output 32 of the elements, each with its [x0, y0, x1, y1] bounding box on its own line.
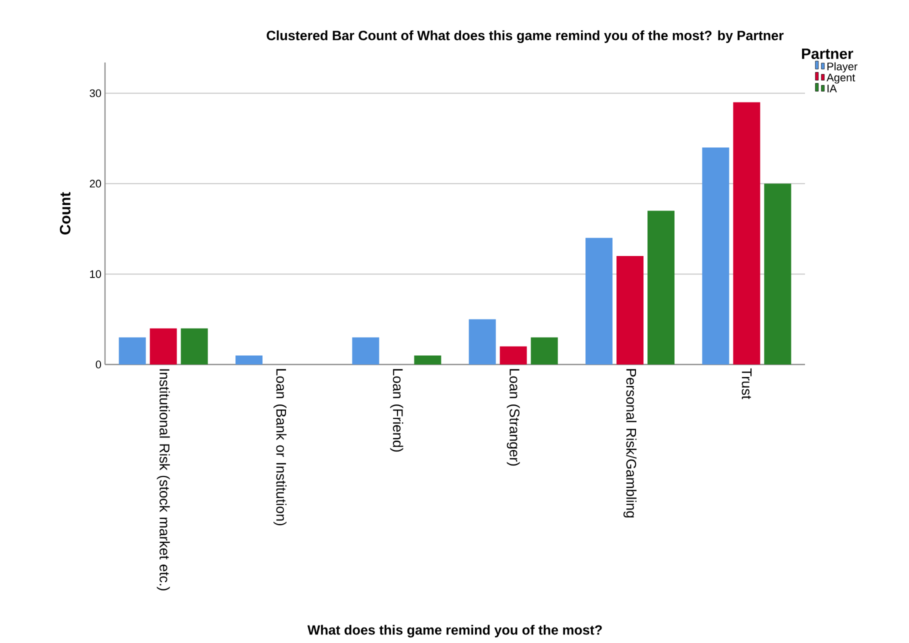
bar [118, 337, 146, 364]
legend-label: Agent [826, 74, 856, 84]
bar [468, 319, 496, 364]
bar [702, 147, 730, 364]
y-tick-label: 20 [90, 180, 102, 188]
bar [733, 102, 760, 364]
y-tick-label: 0 [96, 360, 102, 368]
x-tick-label: Loan (Bank or Institution) [274, 369, 287, 526]
bar [352, 337, 380, 364]
bar [180, 328, 208, 364]
bar [764, 184, 792, 364]
y-tick-label: 10 [90, 270, 102, 278]
bar [586, 238, 613, 364]
y-axis-title: Count [60, 192, 70, 234]
bar [236, 355, 263, 364]
legend-label: Player [827, 62, 858, 73]
x-axis-title: What does this game remind you of the most? [307, 624, 602, 638]
legend-label: IA [828, 84, 837, 92]
x-tick-label: Loan (Friend) [390, 369, 404, 452]
x-tick-label: Trust [742, 368, 752, 400]
legend-title: Partner [802, 48, 854, 59]
chart-title: Clustered Bar Count of What does this game remind you of the most? by Partner [266, 30, 784, 43]
y-tick-label: 30 [90, 89, 102, 98]
x-tick-label: Personal Risk/Gambling [624, 369, 637, 518]
x-tick-label: Loan (Stranger) [506, 369, 520, 466]
bar [414, 355, 442, 364]
bar [648, 210, 675, 364]
bar [616, 256, 644, 364]
x-tick-label: Institutional Risk (stock market etc.) [156, 369, 170, 590]
bar [500, 346, 527, 364]
bar [150, 328, 177, 364]
bar [530, 337, 558, 364]
